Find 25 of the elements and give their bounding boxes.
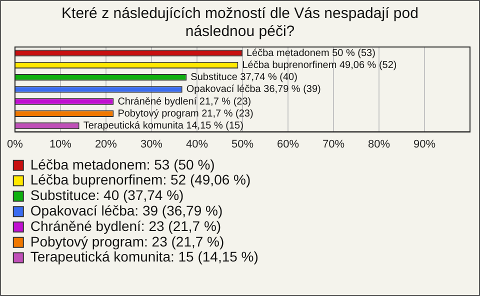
x-tick-label: 80%	[368, 138, 390, 150]
x-tick-label: 20%	[94, 138, 118, 150]
legend-label: Léčba buprenorfinem: 52 (49,06 %)	[30, 172, 251, 188]
x-tick-label: 0%	[6, 138, 24, 150]
data-label: Opakovací léčba 36,79 % (39)	[186, 84, 321, 96]
x-tick-label: 40%	[186, 138, 208, 150]
legend-label: Opakovací léčba: 39 (36,79 %)	[30, 202, 223, 218]
data-label: Substituce 37,74 % (40)	[190, 72, 298, 84]
x-tick-label: 10%	[49, 138, 72, 150]
legend-label: Terapeutická komunita: 15 (14,15 %)	[30, 248, 258, 265]
legend-label: Léčba metadonem: 53 (50 %)	[30, 156, 215, 172]
legend-label: Substituce: 40 (37,74 %)	[30, 187, 184, 204]
data-label: Pobytový program 21,7 % (23)	[118, 108, 254, 120]
data-label: Chráněné bydlení 21,7 % (23)	[118, 96, 252, 108]
x-tick-label: 30%	[140, 138, 163, 150]
x-tick-label: 70%	[322, 138, 345, 150]
data-label: Terapeutická komunita 14,15 % (15)	[83, 120, 244, 132]
x-tick-label: 50%	[231, 138, 254, 150]
data-label: Léčba metadonem 50 % (53)	[246, 48, 376, 59]
chart-title: Které z následujících možností dle Vás nespadají pod následnou péči?	[60, 5, 420, 41]
x-tick-label: 60%	[276, 138, 300, 150]
legend-label: Chráněné bydlení: 23 (21,7 %)	[30, 218, 222, 234]
data-label: Léčba buprenorfinem 49,06 % (52)	[242, 60, 397, 71]
x-tick-label: 90%	[413, 138, 436, 150]
legend-label: Pobytový program: 23 (21,7 %)	[30, 233, 224, 250]
